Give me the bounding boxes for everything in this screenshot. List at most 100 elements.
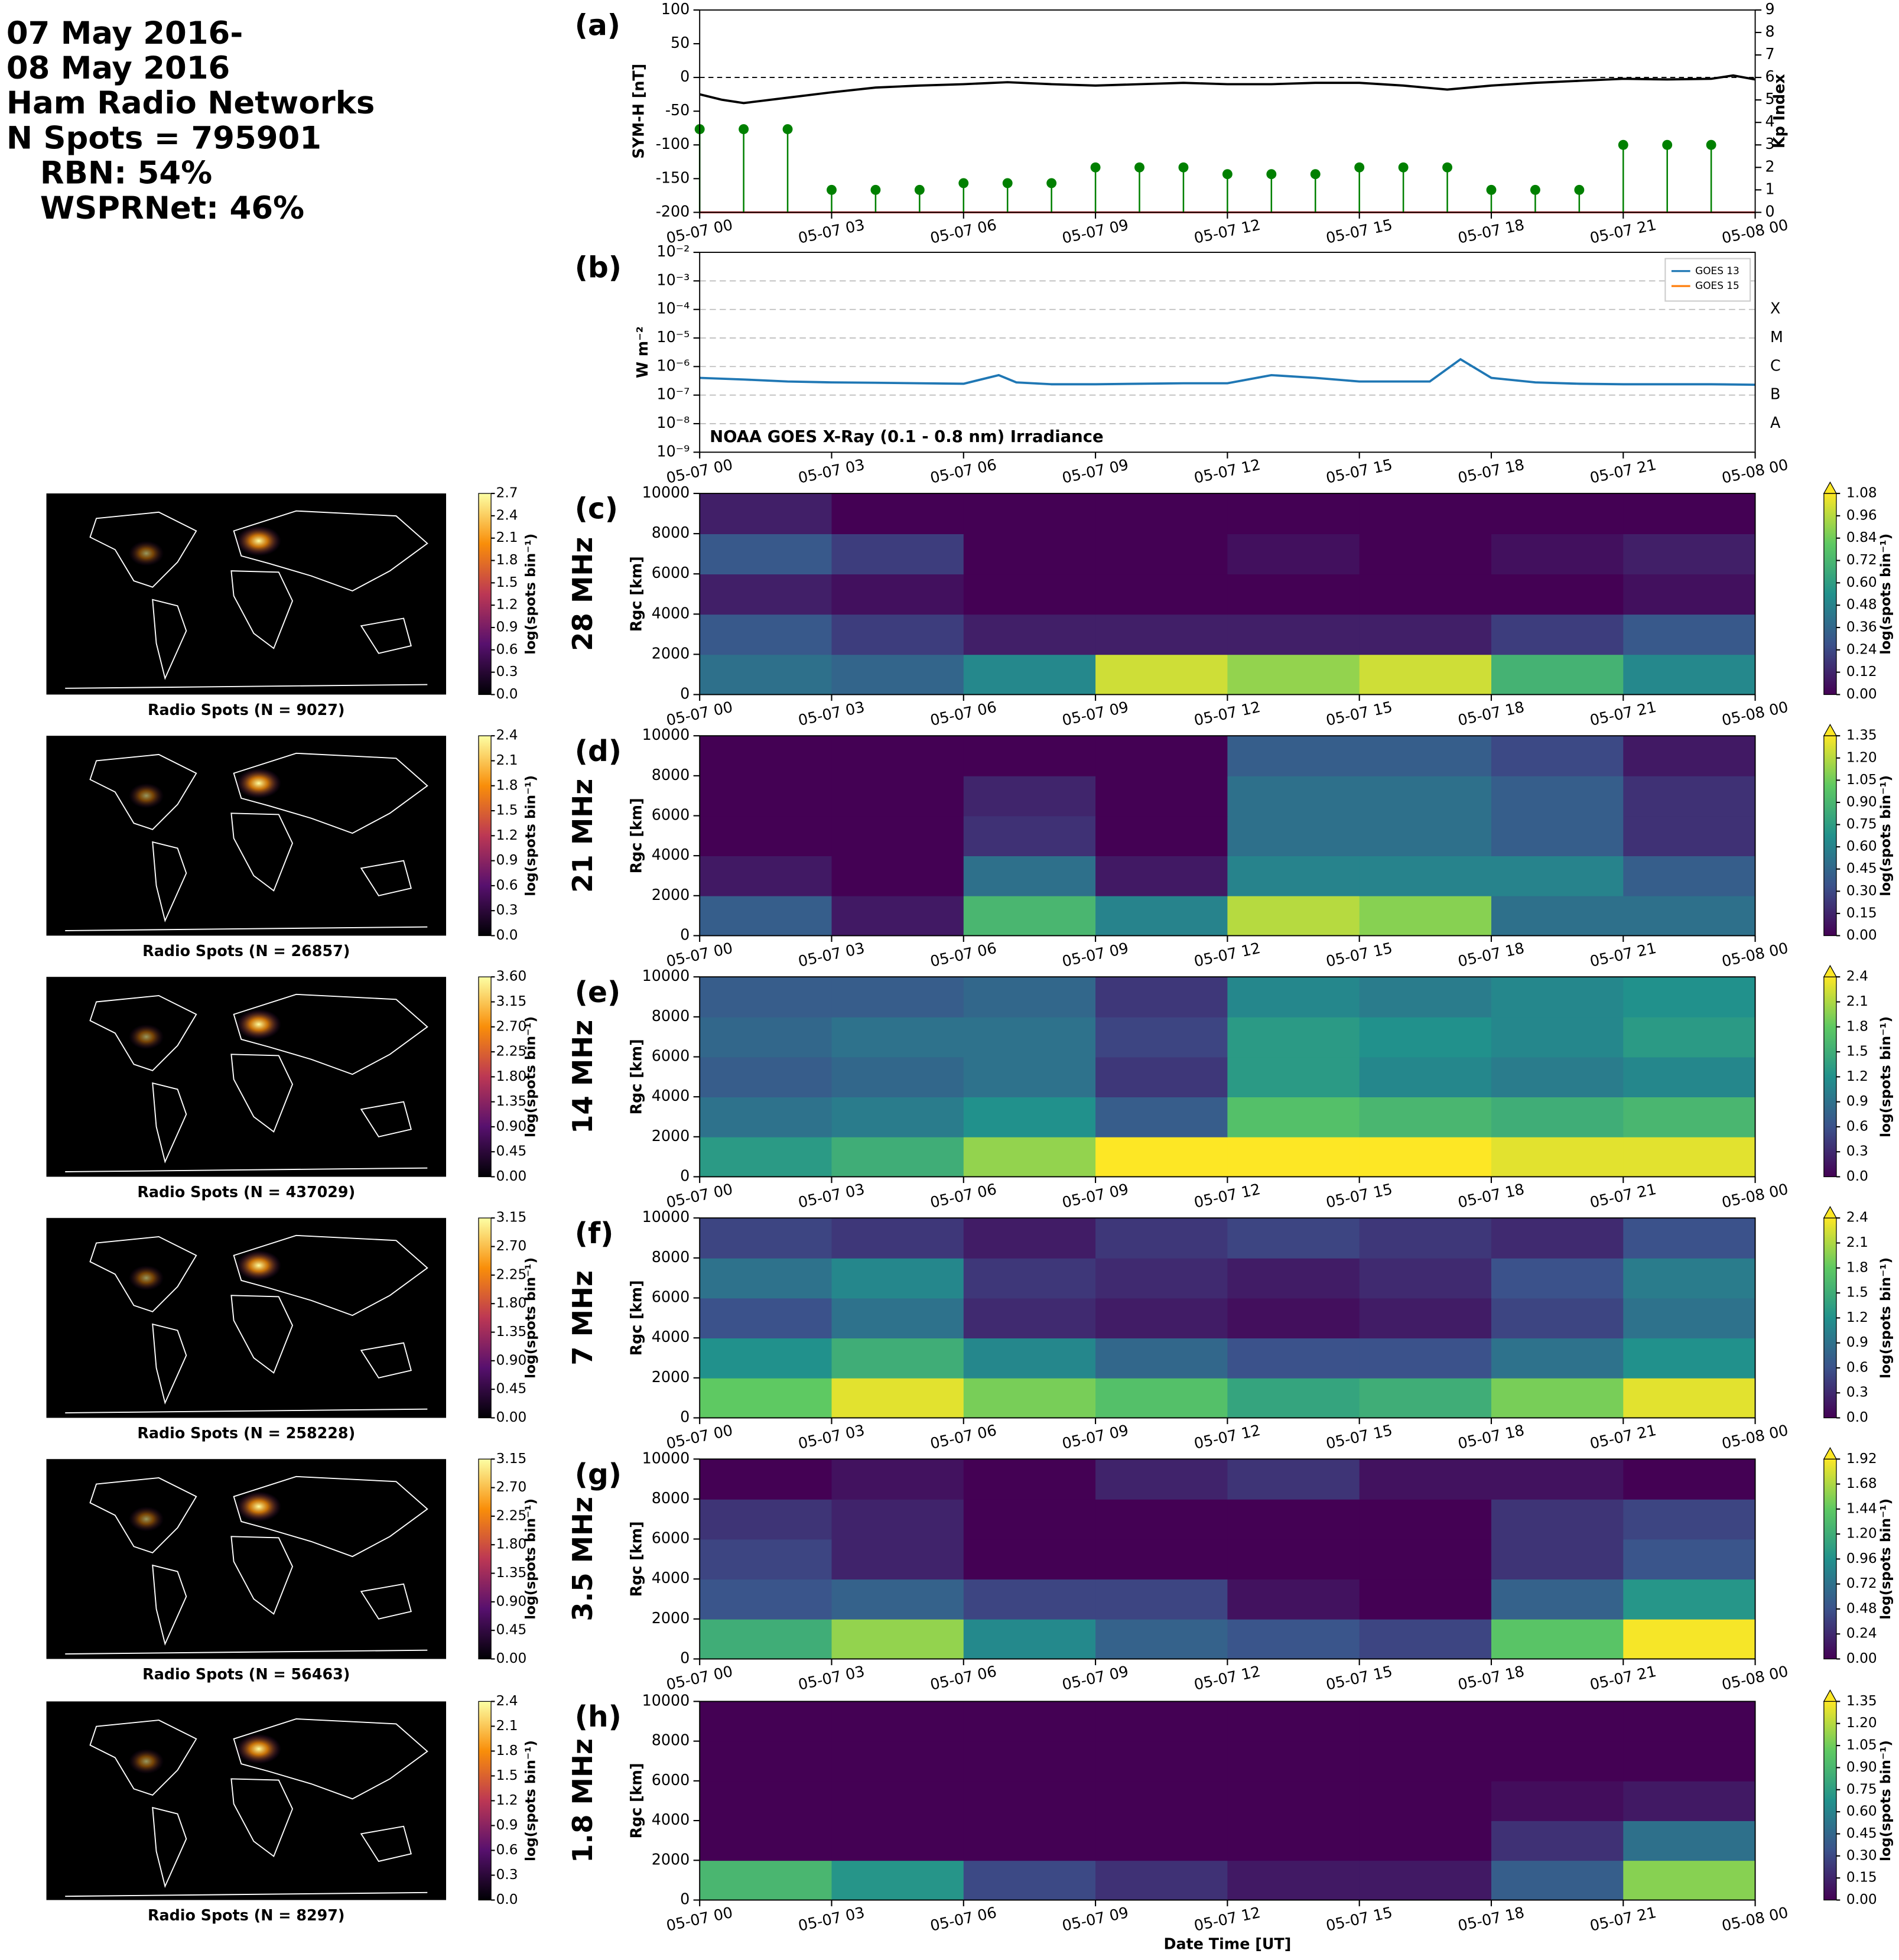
colorbar-tick-label: 0.0 <box>1846 1168 1868 1184</box>
colorbar-tick-label: 1.05 <box>1846 772 1877 788</box>
map-background <box>46 977 447 1177</box>
heatmap-cell <box>1491 1821 1624 1861</box>
y-axis-label: W m⁻² <box>633 326 651 378</box>
heatmap-cell <box>1227 775 1360 817</box>
colorbar-tick-label: 1.80 <box>496 1536 527 1552</box>
heatmap-cell <box>963 1377 1096 1419</box>
y-tick-label: 0 <box>680 67 690 85</box>
map-background <box>46 736 447 936</box>
colorbar-tick-label: 0.9 <box>496 1817 518 1833</box>
colorbar-tick-label: 0.48 <box>1846 597 1877 613</box>
heatmap-cell <box>1227 1136 1360 1178</box>
kp-marker <box>1574 184 1585 195</box>
flare-class-label: A <box>1770 414 1781 431</box>
colorbar-tick-label: 2.25 <box>496 1044 527 1059</box>
heatmap-cell <box>700 1377 833 1419</box>
panel-label: (b) <box>575 252 622 285</box>
heatmap-cell <box>1095 1218 1228 1259</box>
heatmap-cell <box>1491 895 1624 937</box>
colorbar-tick-label: 0.60 <box>1846 574 1877 590</box>
x-tick-label: 05-07 06 <box>928 1180 998 1211</box>
x-tick-label: 05-07 00 <box>665 1903 734 1935</box>
colorbar <box>478 976 492 1178</box>
x-tick-label: 05-07 18 <box>1456 456 1526 487</box>
heatmap-cell <box>700 614 833 655</box>
heatmap-cell <box>1491 1298 1624 1339</box>
heatmap-cell <box>1623 654 1756 695</box>
y-tick-label: 9 <box>1765 0 1774 18</box>
heatmap-cell <box>1227 1741 1360 1782</box>
kp-marker <box>1706 139 1716 150</box>
colorbar-tick-label: 1.80 <box>496 1068 527 1084</box>
heatmap-cell <box>1359 574 1492 615</box>
coastline <box>360 1342 412 1379</box>
coastline <box>360 1825 412 1863</box>
colorbar-tick-label: 0.75 <box>1846 816 1877 832</box>
heatmap-cell <box>1227 614 1360 655</box>
colorbar-tick-label: 1.05 <box>1846 1737 1877 1753</box>
heatmap-cell <box>1491 736 1624 776</box>
coastline <box>230 570 294 649</box>
spot-density <box>129 1748 164 1774</box>
x-axis-label: Date Time [UT] <box>1163 1935 1291 1953</box>
heatmap-cell <box>1095 1860 1228 1901</box>
x-tick-label: 05-08 00 <box>1720 216 1790 247</box>
heatmap-cell <box>831 775 964 817</box>
kp-marker <box>1618 139 1628 150</box>
colorbar-label: log(spots bin⁻¹) <box>522 1257 538 1379</box>
heatmap-cell <box>1359 815 1492 856</box>
colorbar-tick-label: 2.1 <box>496 1718 518 1734</box>
y-tick-label: 10⁻⁹ <box>656 442 690 460</box>
colorbar-tick-label: 2.7 <box>496 485 518 501</box>
x-tick-label: 05-07 18 <box>1456 1180 1526 1211</box>
coastline <box>152 841 187 922</box>
coastline <box>152 1082 187 1164</box>
colorbar-tick-label: 2.1 <box>496 752 518 768</box>
y-tick-label: 8000 <box>652 1731 690 1749</box>
panel-label: (d) <box>575 735 622 768</box>
heatmap-cell <box>1623 856 1756 896</box>
heatmap-cell <box>700 493 833 534</box>
heatmap-cell <box>1491 1579 1624 1620</box>
colorbar-tick-label: 2.4 <box>1846 1210 1868 1226</box>
heatmap-cell <box>1359 1780 1492 1821</box>
colorbar-tick-label: 0.90 <box>496 1118 527 1134</box>
spot-density <box>129 541 164 566</box>
colorbar-tick-label: 1.35 <box>496 1324 527 1340</box>
heatmap-cell <box>1623 775 1756 817</box>
x-tick-label: 05-07 21 <box>1588 698 1658 729</box>
x-tick-label: 05-07 09 <box>1061 698 1130 729</box>
y-tick-label: 10⁻⁴ <box>656 300 690 317</box>
heatmap-cell <box>831 1821 964 1861</box>
heatmap-cell <box>1623 895 1756 937</box>
colorbar-tick-label: 2.4 <box>496 507 518 523</box>
y-tick-label: 6000 <box>652 1047 690 1065</box>
y-tick-label: 10⁻⁵ <box>656 328 690 346</box>
colorbar-tick-label: 0.3 <box>496 902 518 918</box>
colorbar-tick-label: 2.1 <box>1846 993 1868 1009</box>
y-axis-label: Rgc [km] <box>627 556 645 632</box>
y-tick-label: 10⁻⁶ <box>656 356 690 374</box>
heatmap-cell <box>1359 1821 1492 1861</box>
colorbar-tick-label: 1.8 <box>496 1743 518 1759</box>
heatmap-cell <box>831 534 964 575</box>
heatmap-cell <box>1359 1741 1492 1782</box>
x-tick-label: 05-07 09 <box>1061 1662 1130 1694</box>
flare-class-label: X <box>1770 300 1780 317</box>
heatmap-cell <box>831 614 964 655</box>
heatmap-cell <box>1359 614 1492 655</box>
coastline <box>233 993 428 1075</box>
colorbar-tick-label: 1.8 <box>496 552 518 568</box>
heatmap-cell <box>1095 895 1228 937</box>
colorbar <box>1823 1701 1837 1901</box>
kp-marker <box>739 124 749 135</box>
y-tick-label: 4000 <box>652 1569 690 1587</box>
world-map <box>46 1459 447 1659</box>
heatmap-cell <box>700 895 833 937</box>
heatmap-cell <box>831 1780 964 1821</box>
x-tick-label: 05-07 06 <box>928 1662 998 1694</box>
x-tick-label: 05-07 15 <box>1324 1903 1394 1935</box>
kp-marker <box>1090 162 1101 173</box>
x-tick-label: 05-08 00 <box>1720 1903 1790 1935</box>
plot-frame <box>699 252 1756 453</box>
